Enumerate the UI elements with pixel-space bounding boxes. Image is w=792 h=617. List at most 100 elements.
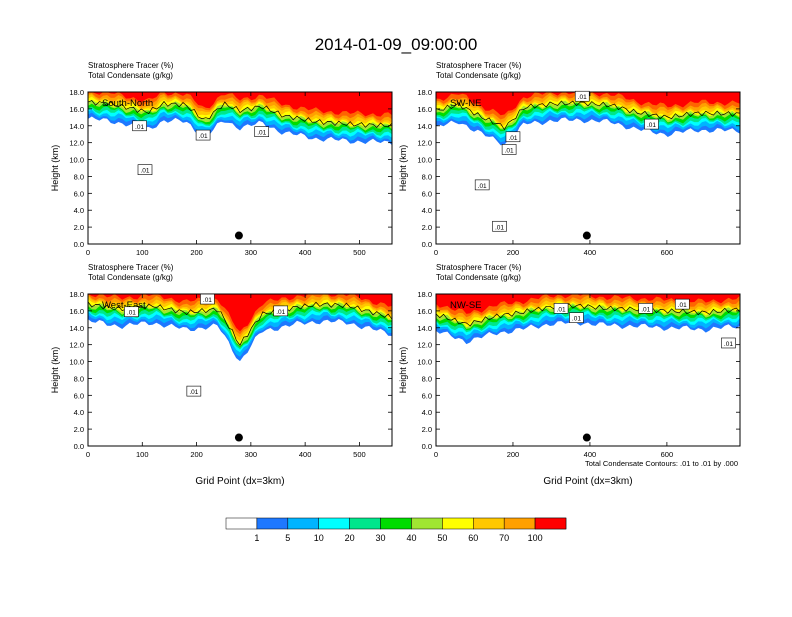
contour-label: .01: [647, 122, 656, 129]
contour-label: .01: [572, 316, 581, 323]
y-tick-label: 6.0: [422, 189, 432, 198]
contour-label-box: [574, 90, 590, 102]
colorbar-label: 50: [437, 533, 447, 543]
station-marker: [582, 433, 591, 442]
panel-label: South-North: [102, 98, 153, 109]
contour-label-box: [644, 118, 659, 130]
colorbar-swatch: [503, 517, 536, 530]
contour-label: .01: [199, 133, 208, 140]
contour-label: .01: [495, 224, 504, 231]
contour-label: .01: [478, 183, 487, 190]
contour-label: .01: [678, 302, 687, 309]
y-tick-label: 8.0: [74, 374, 84, 383]
colorbar: 1 5 10 20 30 40 50 60 70 100: [225, 517, 567, 543]
colorbar-label: 40: [406, 533, 416, 543]
y-tick-label: 6.0: [74, 189, 84, 198]
y-tick-label: 2.0: [74, 425, 84, 434]
contour-label: .01: [276, 309, 285, 316]
tropopause-contour: [88, 301, 392, 346]
colorbar-label: 70: [499, 533, 509, 543]
panel-header-condensate: Total Condensate (g/kg): [88, 273, 173, 282]
colorbar-label: 5: [285, 533, 290, 543]
y-tick-label: 14.0: [69, 324, 84, 333]
x-axis-label: Grid Point (dx=3km): [543, 476, 632, 487]
x-tick-label: 200: [507, 450, 520, 459]
contour-note: Total Condensate Contours: .01 to .01 by…: [585, 459, 738, 468]
y-tick-label: 2.0: [422, 425, 432, 434]
y-tick-label: 4.0: [422, 206, 432, 215]
y-tick-label: 16.0: [417, 105, 432, 114]
contour-label-box: [273, 305, 289, 317]
y-tick-label: 14.0: [417, 122, 432, 131]
y-tick-label: 18.0: [417, 88, 432, 97]
tropopause-contour: [88, 100, 392, 128]
y-tick-label: 0.0: [422, 442, 432, 451]
contour-label-box: [638, 303, 654, 314]
x-tick-label: 500: [353, 450, 366, 459]
colorbar-swatch: [380, 517, 412, 530]
contour-label-box: [186, 385, 202, 397]
y-tick-label: 12.0: [417, 341, 432, 350]
colorbar-swatch: [225, 517, 258, 530]
tracer-band: [436, 92, 740, 116]
panel-header-condensate: Total Condensate (g/kg): [88, 71, 173, 80]
contour-label-box: [200, 293, 215, 305]
y-tick-label: 14.0: [417, 324, 432, 333]
station-marker: [234, 433, 243, 442]
colorbar-label: 60: [468, 533, 478, 543]
colorbar-swatch: [534, 517, 567, 530]
y-tick-label: 16.0: [417, 307, 432, 316]
panel-nw-se: Stratosphere Tracer (%)Total Condensate …: [398, 263, 741, 487]
contour-label-box: [674, 298, 690, 310]
x-tick-label: 500: [353, 248, 366, 257]
contour-label-box: [132, 120, 147, 132]
x-axis-label: Grid Point (dx=3km): [195, 476, 284, 487]
x-tick-label: 300: [245, 450, 258, 459]
colorbar-swatch: [349, 517, 381, 530]
contour-label: .01: [189, 389, 198, 396]
panel-label: West-East: [102, 300, 146, 311]
colorbar-swatch: [256, 517, 289, 530]
contour-label-box: [474, 179, 490, 191]
y-tick-label: 4.0: [74, 408, 84, 417]
y-tick-label: 6.0: [422, 391, 432, 400]
x-tick-label: 200: [190, 450, 203, 459]
contour-label: .01: [641, 306, 650, 313]
panel-sw-ne: Stratosphere Tracer (%)Total Condensate …: [398, 61, 741, 257]
y-tick-label: 18.0: [417, 290, 432, 299]
contour-label: .01: [505, 147, 514, 154]
y-tick-label: 14.0: [69, 122, 84, 131]
y-tick-label: 16.0: [69, 105, 84, 114]
tracer-field: [88, 92, 392, 146]
tracer-band: [436, 294, 740, 314]
panel-label: SW-NE: [450, 98, 482, 109]
panel-header-tracer: Stratosphere Tracer (%): [88, 61, 174, 70]
contour-label-box: [492, 220, 507, 232]
contour-label-box: [721, 337, 736, 349]
contour-label: .01: [257, 130, 266, 137]
y-tick-label: 2.0: [74, 223, 84, 232]
y-tick-label: 12.0: [417, 139, 432, 148]
panel-label: NW-SE: [450, 300, 482, 311]
station-marker: [582, 231, 591, 240]
tracer-band: [88, 92, 392, 117]
x-tick-label: 0: [434, 450, 438, 459]
x-tick-label: 0: [86, 450, 90, 459]
y-tick-label: 6.0: [74, 391, 84, 400]
colorbar-swatch: [287, 517, 319, 530]
contour-label-box: [195, 129, 211, 141]
contour-label: .01: [127, 310, 136, 317]
tracer-field: [88, 294, 392, 362]
y-tick-label: 0.0: [422, 240, 432, 249]
colorbar-swatch: [473, 517, 505, 530]
x-tick-label: 200: [507, 248, 520, 257]
contour-label-box: [505, 131, 521, 143]
y-tick-label: 4.0: [422, 408, 432, 417]
tracer-field: [436, 294, 740, 345]
y-tick-label: 10.0: [417, 156, 432, 165]
contour-label-box: [254, 126, 270, 137]
x-tick-label: 400: [584, 450, 597, 459]
panel-west-east: Stratosphere Tracer (%)Total Condensate …: [50, 263, 393, 487]
y-axis-label: Height (km): [398, 347, 408, 394]
